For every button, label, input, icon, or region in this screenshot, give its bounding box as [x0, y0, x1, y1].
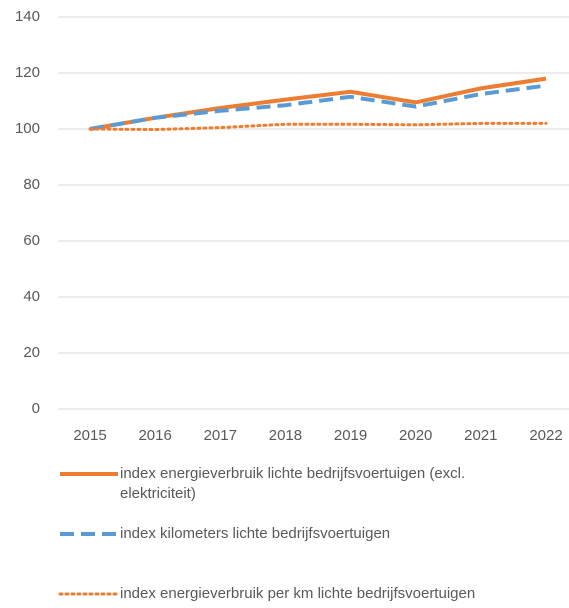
y-tick-label: 140 — [15, 8, 40, 25]
chart: 0 20 40 60 80 100 120 140 2015 2016 2017 2018 2019 20… — [15, 8, 569, 444]
legend-label: index energieverbruik lichte bedrijfsvoe… — [120, 465, 466, 502]
y-tick-label: 100 — [15, 120, 40, 137]
series-line — [89, 76, 547, 131]
series-line — [88, 121, 548, 132]
legend-swatch — [60, 472, 118, 476]
y-tick-label: 20 — [23, 344, 40, 361]
x-tick-label: 2019 — [334, 427, 367, 444]
legend-swatch — [60, 532, 118, 536]
x-tick-label: 2018 — [269, 427, 302, 444]
x-tick-label: 2015 — [73, 427, 106, 444]
legend-label: index energieverbruik per km lichte bedr… — [120, 585, 476, 602]
x-tick-label: 2021 — [464, 427, 497, 444]
y-tick-label: 40 — [23, 288, 40, 305]
y-tick-label: 120 — [15, 64, 40, 81]
legend-swatch — [58, 592, 120, 596]
legend-item: index energieverbruik lichte bedrijfsvoe… — [58, 464, 540, 504]
x-tick-label: 2016 — [138, 427, 171, 444]
legend-label: index kilometers lichte bedrijfsvoertuig… — [120, 525, 391, 542]
y-tick-label: 60 — [23, 232, 40, 249]
y-tick-label: 0 — [32, 400, 40, 417]
x-tick-label: 2022 — [529, 427, 562, 444]
series-line — [89, 83, 547, 131]
legend-item: index kilometers lichte bedrijfsvoertuig… — [58, 524, 540, 544]
y-tick-label: 80 — [23, 176, 40, 193]
legend-item: index energieverbruik per km lichte bedr… — [58, 584, 540, 604]
x-tick-label: 2017 — [204, 427, 237, 444]
x-tick-label: 2020 — [399, 427, 432, 444]
